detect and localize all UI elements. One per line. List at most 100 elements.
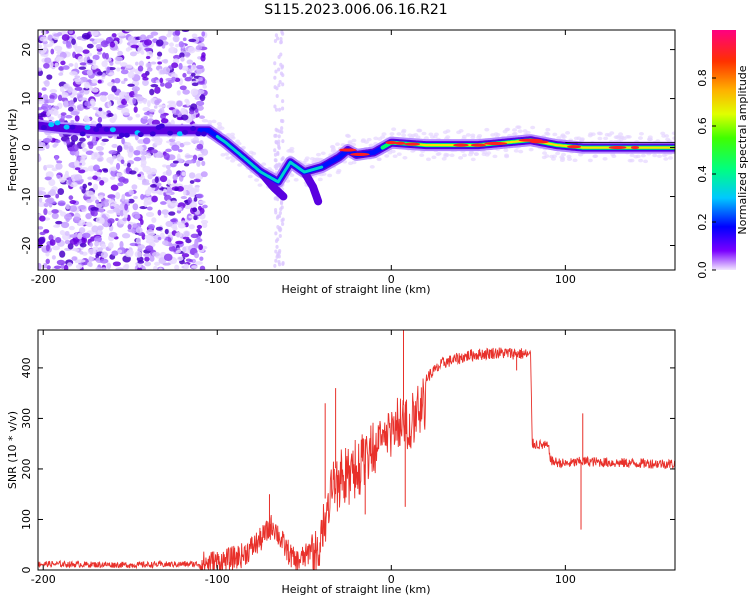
spectrogram-speckle	[68, 177, 72, 185]
spectrogram-halo	[387, 150, 393, 155]
spectrogram-speckle	[69, 71, 78, 76]
ridge-hotspot	[484, 141, 508, 146]
spectrogram-speckle	[180, 107, 186, 115]
spectrogram-speckle	[74, 78, 82, 83]
spectrogram-speckle	[133, 88, 138, 96]
spectrogram-halo	[482, 150, 488, 155]
spectrogram-speckle	[140, 265, 146, 270]
spectrogram-speckle	[275, 86, 279, 91]
spectrogram-speckle	[44, 176, 52, 181]
spectrogram-speckle	[68, 63, 74, 67]
spectrogram-speckle	[116, 32, 126, 37]
spectrogram-speckle	[101, 60, 108, 67]
spectrogram-speckle	[200, 54, 206, 62]
spectrogram-speckle	[97, 51, 102, 55]
spectrogram-speckle	[196, 67, 203, 75]
spectrogram-speckle	[135, 145, 144, 151]
snr-line-layer	[38, 330, 675, 570]
spectrogram-speckle	[162, 67, 167, 75]
spectrogram-speckle	[162, 262, 171, 266]
spectrogram-speckle	[136, 95, 144, 102]
spectrogram-speckle	[69, 238, 78, 245]
spectrogram-speckle	[88, 255, 93, 263]
spectrogram-speckle	[112, 261, 121, 267]
ridge-blob	[84, 124, 91, 130]
colorbar-tick-label: 0.4	[696, 165, 709, 183]
spectrogram-speckle	[186, 59, 194, 65]
spectrogram-speckle	[138, 60, 144, 67]
spectrogram-speckle	[143, 200, 148, 208]
spectrogram-speckle	[158, 257, 167, 264]
spectrogram-speckle	[70, 134, 79, 142]
spectrogram-speckle	[122, 178, 129, 184]
spectrogram-halo	[552, 132, 558, 137]
spectrogram-speckle	[79, 250, 84, 255]
spectrogram-speckle	[87, 182, 92, 186]
spectrogram-halo	[392, 154, 398, 159]
spectrogram-halo	[602, 157, 608, 161]
spectrogram-speckle	[38, 197, 43, 203]
spectrogram-speckle	[197, 205, 202, 211]
spectrogram-speckle	[38, 98, 45, 105]
spectrogram-speckle	[181, 171, 186, 177]
spectrogram-speckle	[177, 148, 183, 153]
spectrogram-speckle	[195, 186, 200, 193]
spectrogram-speckle	[76, 232, 83, 240]
spectrogram-speckle	[62, 65, 70, 70]
spectrogram-speckle	[158, 107, 165, 115]
spectrogram-speckle	[180, 195, 188, 200]
spectrogram-speckle	[64, 213, 73, 221]
spectrogram-speckle	[188, 172, 196, 179]
spectrogram-speckle	[65, 139, 71, 145]
spectrogram-speckle	[58, 176, 66, 183]
spectrogram-halo	[528, 147, 534, 152]
spectrogram-halo	[513, 149, 519, 153]
spectrogram-halo	[320, 151, 326, 156]
ridge-hotspot	[470, 143, 486, 147]
spectrogram-speckle	[44, 79, 50, 87]
spectrogram-halo	[396, 132, 402, 136]
spectrogram-speckle	[135, 61, 139, 66]
spectrogram-halo	[449, 153, 455, 158]
spectrogram-speckle	[137, 267, 143, 270]
spectrogram-speckle	[92, 106, 99, 111]
spectrogram-speckle	[51, 212, 59, 220]
spectrogram-speckle	[144, 261, 152, 267]
spectrogram-speckle	[122, 217, 128, 222]
spectrogram-halo	[647, 137, 653, 142]
spectrogram-speckle	[145, 211, 155, 217]
spectrogram-speckle	[143, 116, 148, 120]
spectrogram-speckle	[145, 245, 154, 252]
spectrogram-speckle	[160, 113, 167, 120]
x-tick-label: 0	[388, 273, 395, 286]
spectrogram-speckle	[121, 137, 125, 145]
spectrogram-speckle	[145, 62, 152, 69]
spectrogram-speckle	[188, 224, 195, 230]
spectrogram-halo	[441, 157, 447, 161]
spectrogram-speckle	[275, 128, 280, 133]
spectrogram-speckle	[280, 126, 284, 131]
spectrogram-halo	[216, 122, 222, 126]
spectrogram-speckle	[59, 211, 67, 217]
spectrogram-speckle	[101, 138, 109, 142]
spectrogram-speckle	[59, 250, 66, 258]
spectrogram-speckle	[274, 33, 279, 38]
spectrogram-speckle	[47, 98, 55, 104]
spectrogram-speckle	[277, 214, 282, 219]
spectrogram-speckle	[98, 207, 105, 213]
spectrogram-speckle	[195, 100, 205, 107]
spectrogram-speckle	[174, 187, 179, 192]
spectrogram-speckle	[86, 261, 93, 267]
y-tick-label: 20	[20, 43, 33, 57]
spectrogram-speckle	[168, 243, 174, 248]
spectrogram-halo	[597, 131, 603, 136]
spectrogram-speckle	[160, 118, 169, 124]
ridge-blob	[69, 124, 76, 130]
spectrogram-halo	[373, 136, 379, 141]
spectrogram-speckle	[95, 267, 101, 270]
spectrogram-halo	[556, 136, 562, 140]
spectrogram-speckle	[42, 138, 52, 143]
spectrogram-speckle	[92, 54, 100, 61]
spectrogram-halo	[421, 131, 427, 136]
spectrogram-halo	[384, 154, 390, 158]
